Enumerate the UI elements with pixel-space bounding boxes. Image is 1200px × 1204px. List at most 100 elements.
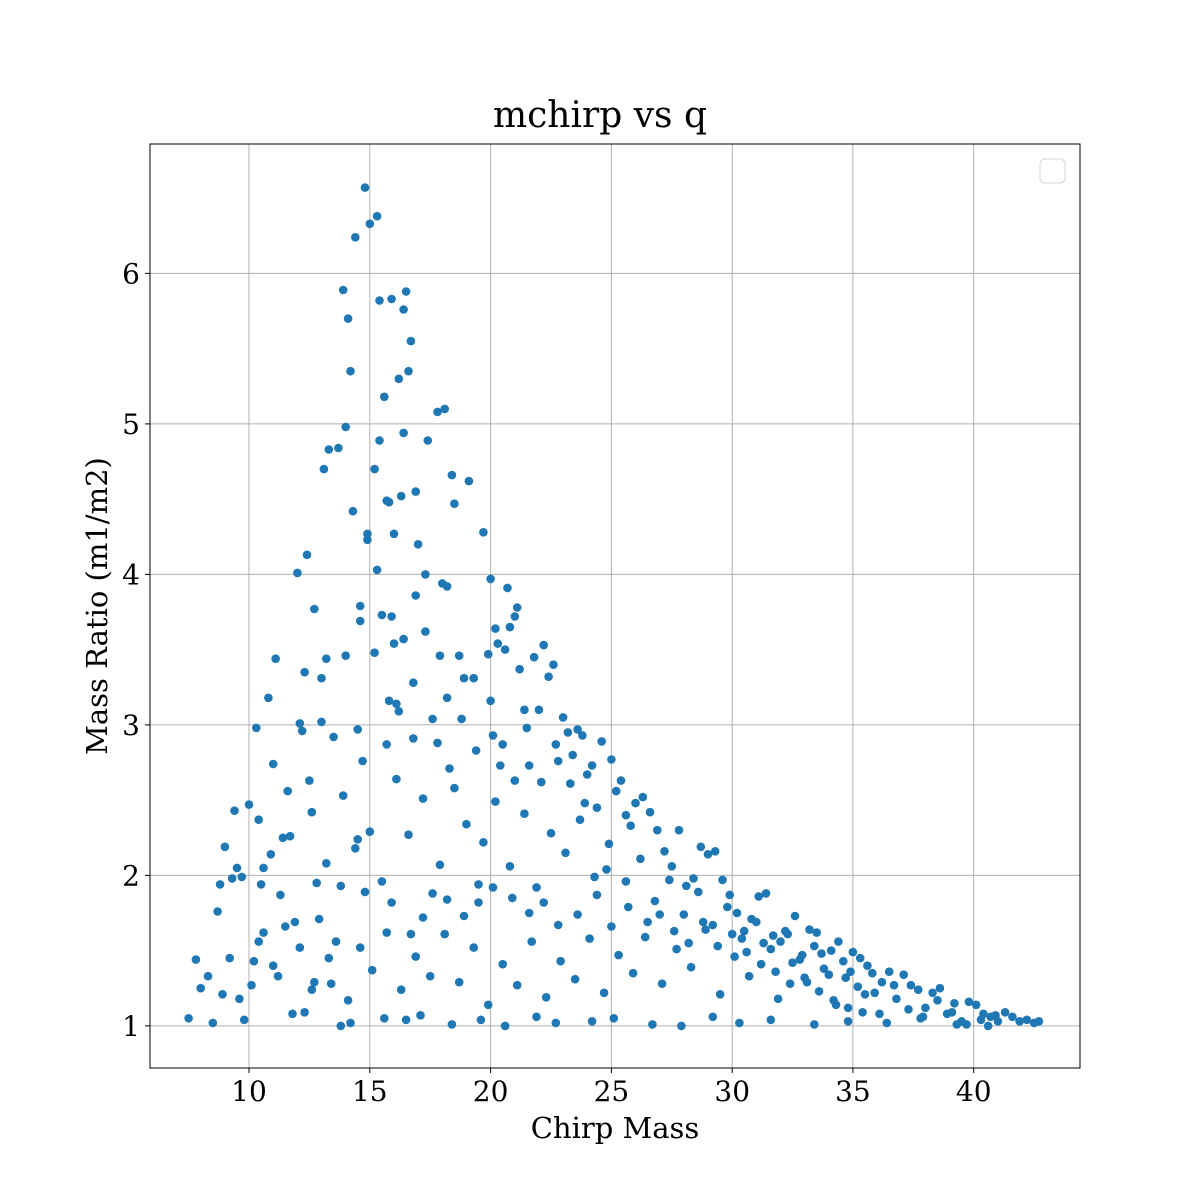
data-point <box>259 928 268 937</box>
data-point <box>566 779 575 788</box>
data-point <box>713 941 722 951</box>
data-point <box>1008 1012 1017 1022</box>
data-point <box>191 955 201 964</box>
data-point <box>710 847 720 856</box>
data-point <box>271 654 280 663</box>
axis-ticks: 10 15 20 25 30 35 40 1 2 3 4 5 6 <box>122 257 991 1108</box>
data-point <box>380 392 389 402</box>
data-point <box>203 971 213 981</box>
data-point <box>621 810 631 820</box>
data-point <box>689 874 698 883</box>
data-point <box>428 714 437 724</box>
data-point <box>491 797 500 806</box>
data-point <box>387 294 396 304</box>
data-point <box>508 893 517 903</box>
data-point <box>469 673 479 683</box>
data-point <box>1022 1015 1032 1025</box>
data-point <box>218 990 227 999</box>
data-point <box>450 783 459 793</box>
data-point <box>575 815 585 824</box>
data-point <box>442 693 452 703</box>
data-point <box>578 731 587 740</box>
data-point <box>225 953 234 963</box>
data-point <box>418 794 428 803</box>
data-point <box>568 750 577 760</box>
data-point <box>604 839 614 849</box>
data-point <box>360 183 370 192</box>
data-point <box>962 1020 971 1029</box>
data-point <box>553 756 563 766</box>
data-point <box>394 374 404 384</box>
data-point <box>232 863 242 873</box>
data-point <box>529 652 539 662</box>
data-point <box>537 777 546 787</box>
data-point <box>718 875 727 885</box>
data-point <box>626 821 635 830</box>
data-point <box>254 937 263 946</box>
data-point <box>324 953 334 963</box>
data-point <box>544 672 553 681</box>
data-point <box>474 898 483 907</box>
data-point <box>573 910 582 919</box>
data-point <box>947 1008 957 1017</box>
data-point <box>810 941 819 951</box>
data-point <box>370 648 379 657</box>
data-point <box>839 956 848 966</box>
data-point <box>701 925 710 934</box>
data-point <box>334 443 343 453</box>
data-point <box>382 740 392 749</box>
data-point <box>273 971 283 981</box>
y-tick-label: 6 <box>122 257 140 290</box>
y-axis-label: Mass Ratio (m1/m2) <box>80 457 114 755</box>
data-point <box>781 926 790 936</box>
data-point <box>573 725 582 734</box>
data-point <box>602 865 611 874</box>
data-point <box>1000 1008 1010 1017</box>
data-point <box>500 645 510 654</box>
data-point <box>445 764 454 773</box>
data-point <box>921 1003 930 1013</box>
data-point <box>708 920 718 930</box>
data-point <box>824 970 834 979</box>
data-point <box>607 755 616 764</box>
data-point <box>843 1017 853 1026</box>
data-point <box>322 654 331 663</box>
data-point <box>377 877 387 886</box>
data-point <box>520 705 529 715</box>
data-point <box>814 987 824 996</box>
data-point <box>457 714 466 724</box>
data-point <box>1034 1017 1044 1026</box>
data-point <box>348 506 358 516</box>
data-point <box>300 1008 309 1017</box>
data-point <box>268 759 278 769</box>
data-point <box>392 774 401 784</box>
data-point <box>587 761 597 770</box>
data-point <box>285 831 295 841</box>
data-point <box>442 895 452 904</box>
data-point <box>877 977 887 987</box>
data-point <box>317 673 326 683</box>
data-point <box>365 827 375 836</box>
data-point <box>819 964 829 973</box>
data-point <box>682 881 691 891</box>
data-point <box>858 1008 867 1017</box>
data-point <box>766 1015 776 1025</box>
data-point <box>585 934 594 943</box>
data-point <box>631 798 640 808</box>
data-point <box>607 922 616 931</box>
plot-frame <box>149 143 1081 1069</box>
data-point <box>669 926 679 936</box>
data-point <box>276 890 285 900</box>
y-tick-label: 4 <box>122 558 140 591</box>
data-point <box>817 949 826 958</box>
data-point <box>512 603 522 612</box>
data-point <box>355 943 365 952</box>
data-point <box>358 756 367 766</box>
data-point <box>462 819 471 829</box>
data-point <box>582 770 592 779</box>
data-point <box>553 920 563 930</box>
data-point <box>409 678 418 687</box>
data-point <box>317 717 326 727</box>
data-point <box>435 651 445 660</box>
